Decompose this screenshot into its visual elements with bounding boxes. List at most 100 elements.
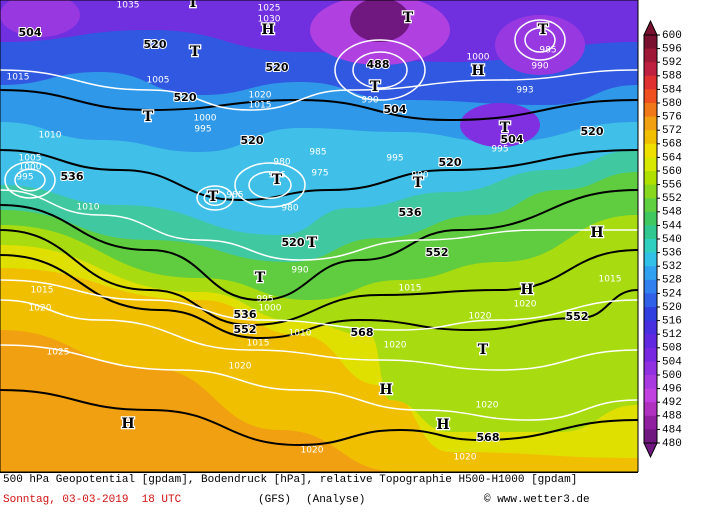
colorbar-swatch	[644, 279, 657, 294]
pressure-label: 1015	[399, 284, 422, 294]
colorbar-swatch	[644, 415, 657, 430]
geopotential-label: 568	[477, 431, 500, 444]
pressure-center: T	[190, 44, 201, 60]
geopotential-label: 536	[234, 308, 257, 321]
colorbar-swatch	[644, 157, 657, 172]
isobar	[524, 27, 556, 53]
colorbar-swatch	[644, 334, 657, 349]
colorbar-swatch	[644, 347, 657, 362]
pressure-center: T	[538, 22, 549, 38]
colorbar-tick-label: 576	[662, 112, 682, 124]
pressure-center: T	[478, 342, 489, 358]
pressure-label: 990	[411, 171, 428, 181]
geopotential-contour	[0, 189, 638, 302]
colorbar-tick-label: 496	[662, 384, 682, 396]
isobar	[4, 161, 56, 199]
footer-kind: (Analyse)	[306, 494, 366, 506]
pressure-center: T	[208, 189, 219, 205]
pressure-label: 995	[256, 295, 273, 305]
isobar	[196, 185, 234, 211]
geopotential-label: 536	[399, 206, 422, 219]
colorbar-tick-label: 540	[662, 234, 682, 246]
isobar	[0, 344, 638, 421]
pressure-label: 1015	[7, 73, 30, 83]
colorbar-swatch	[644, 198, 657, 213]
geopotential-label: 520	[266, 61, 289, 74]
pressure-label: 985	[539, 46, 556, 56]
pressure-center: T	[413, 175, 424, 191]
colorbar-swatch	[644, 75, 657, 90]
colorbar-tick-label: 492	[662, 397, 682, 409]
geopotential-label: 488	[367, 58, 390, 71]
colorbar-swatch	[644, 35, 657, 50]
colorbar-tick-label: 560	[662, 166, 682, 178]
pressure-center: H	[520, 282, 533, 298]
pressure-label: 1020	[454, 453, 477, 463]
pressure-label: 1020	[476, 401, 499, 411]
pressure-label: 1025	[47, 348, 70, 358]
map-frame	[0, 0, 639, 472]
isobar	[514, 19, 566, 61]
pressure-label: 1020	[469, 312, 492, 322]
colorbar-swatch	[644, 211, 657, 226]
pressure-label: 1025	[258, 4, 281, 14]
geopotential-label: 504	[19, 26, 42, 39]
colorbar-tick-label: 544	[662, 220, 682, 232]
geopotential-contour	[0, 254, 638, 340]
isobar	[0, 279, 638, 331]
colorbar-swatch	[644, 225, 657, 240]
footer-date: Sonntag, 03-03-2019 18 UTC	[3, 494, 182, 506]
low-core	[350, 0, 410, 42]
colorbar-tick-label: 500	[662, 370, 682, 382]
pressure-center: T	[272, 172, 283, 188]
footer-title: 500 hPa Geopotential [gpdam], Bodendruck…	[3, 474, 578, 486]
pressure-label: 1015	[247, 339, 270, 349]
colorbar-tick-label: 592	[662, 57, 682, 69]
footer-rule	[0, 472, 638, 473]
pressure-label: 1010	[39, 131, 62, 141]
pressure-label: 990	[531, 62, 548, 72]
geopotential-label: 536	[61, 170, 84, 183]
pressure-label: 1010	[289, 329, 312, 339]
colorbar-swatch	[644, 388, 657, 403]
colorbar-tick-label: 548	[662, 207, 682, 219]
pressure-label: 1030	[258, 15, 281, 25]
footer-model: (GFS)	[258, 494, 292, 506]
pressure-label: 1000	[467, 53, 490, 63]
colorbar-tick-label: 532	[662, 261, 682, 273]
colorbar-swatch	[644, 171, 657, 186]
colorbar-swatch	[644, 320, 657, 335]
isobar	[248, 171, 292, 199]
colorbar-arrow	[643, 19, 658, 36]
colorbar-tick-label: 516	[662, 316, 682, 328]
colorbar-swatch	[644, 143, 657, 158]
colorbar-swatch	[644, 375, 657, 390]
footer-credit: © www.wetter3.de	[484, 494, 590, 506]
colorbar-tick-label: 520	[662, 302, 682, 314]
pressure-center: H	[590, 225, 603, 241]
colorbar-swatch	[644, 307, 657, 322]
pressure-center: T	[500, 120, 511, 136]
colorbar-tick-label: 564	[662, 152, 682, 164]
isobar	[203, 190, 227, 206]
colorbar-tick-label: 556	[662, 180, 682, 192]
geopotential-label: 552	[234, 323, 257, 336]
low-core	[0, 0, 80, 37]
height-field	[0, 0, 638, 472]
geopotential-label: 520	[144, 38, 167, 51]
colorbar-tick-label: 480	[662, 438, 682, 450]
pressure-center: T	[143, 109, 154, 125]
geopotential-contour	[0, 149, 638, 202]
geopotential-label: 520	[282, 236, 305, 249]
colorbar-swatch	[644, 239, 657, 254]
colorbar-tick-label: 580	[662, 98, 682, 110]
pressure-label: 1020	[384, 341, 407, 351]
colorbar-swatch	[644, 429, 657, 444]
pressure-center: H	[261, 22, 274, 38]
pressure-label: 1020	[301, 446, 324, 456]
pressure-label: 985	[309, 148, 326, 158]
pressure-label: 985	[226, 191, 243, 201]
